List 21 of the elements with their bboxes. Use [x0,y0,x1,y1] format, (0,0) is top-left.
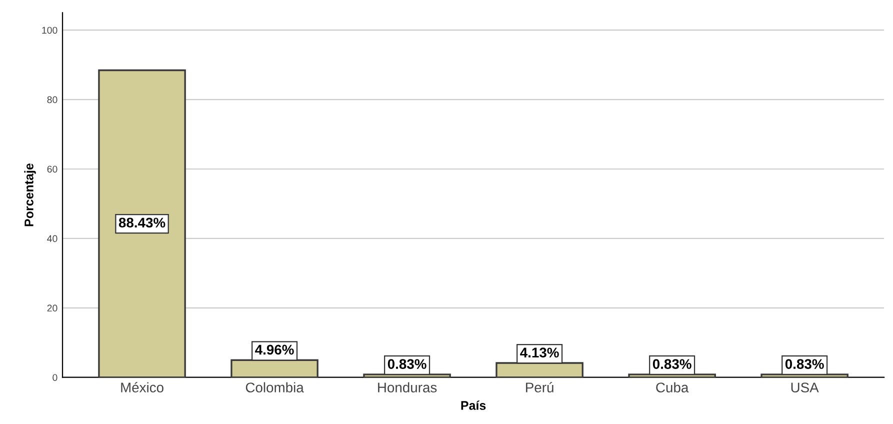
y-tick-label: 20 [47,304,58,312]
x-tick-label: Cuba [656,382,689,392]
x-axis-title: País [461,400,486,410]
x-tick-label: Honduras [378,382,437,392]
x-tick-label: México [121,382,164,392]
x-tick-label: Colombia [246,382,304,392]
y-axis-title: Porcentaje [24,164,36,226]
y-tick-label: 100 [42,26,58,34]
data-label: 4.13% [520,348,559,358]
x-tick-label: Perú [526,382,554,392]
data-label: 88.43% [118,218,166,228]
y-tick-label: 40 [47,235,58,242]
data-label: 0.83% [652,359,692,369]
data-label: 4.96% [255,344,294,355]
bar [98,69,186,378]
y-tick-label: 60 [47,166,58,173]
x-tick-label: USA [791,382,819,392]
data-label: 0.83% [785,359,824,369]
data-label: 0.83% [388,359,426,369]
y-tick-label: 80 [47,96,58,104]
y-tick-label: 0 [52,374,58,381]
